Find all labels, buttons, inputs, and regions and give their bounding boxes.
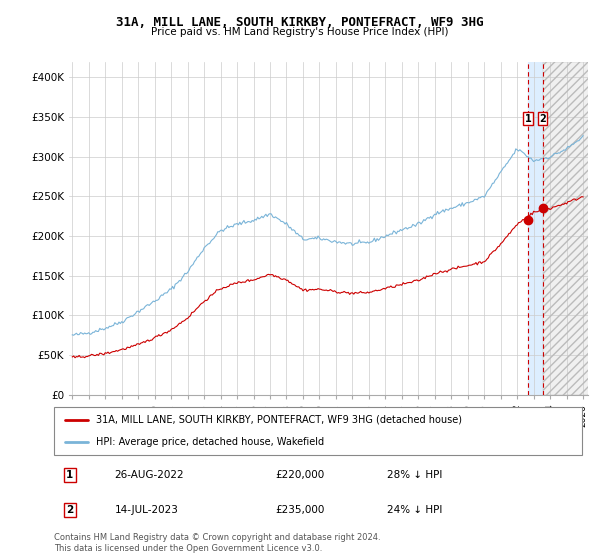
Text: 31A, MILL LANE, SOUTH KIRKBY, PONTEFRACT, WF9 3HG: 31A, MILL LANE, SOUTH KIRKBY, PONTEFRACT… bbox=[116, 16, 484, 29]
Bar bbox=[542, 62, 591, 395]
Bar bbox=[542, 62, 591, 395]
Text: HPI: Average price, detached house, Wakefield: HPI: Average price, detached house, Wake… bbox=[96, 437, 325, 447]
Text: 2: 2 bbox=[539, 114, 546, 124]
Text: 26-AUG-2022: 26-AUG-2022 bbox=[115, 470, 184, 479]
Text: 14-JUL-2023: 14-JUL-2023 bbox=[115, 505, 179, 515]
Text: £235,000: £235,000 bbox=[276, 505, 325, 515]
Text: Price paid vs. HM Land Registry's House Price Index (HPI): Price paid vs. HM Land Registry's House … bbox=[151, 27, 449, 37]
Text: 2: 2 bbox=[66, 505, 73, 515]
Text: 1: 1 bbox=[66, 470, 73, 479]
Bar bbox=[528, 62, 542, 395]
Text: 1: 1 bbox=[524, 114, 531, 124]
Text: £220,000: £220,000 bbox=[276, 470, 325, 479]
Text: 24% ↓ HPI: 24% ↓ HPI bbox=[386, 505, 442, 515]
Text: 28% ↓ HPI: 28% ↓ HPI bbox=[386, 470, 442, 479]
Text: 31A, MILL LANE, SOUTH KIRKBY, PONTEFRACT, WF9 3HG (detached house): 31A, MILL LANE, SOUTH KIRKBY, PONTEFRACT… bbox=[96, 415, 462, 425]
Text: Contains HM Land Registry data © Crown copyright and database right 2024.
This d: Contains HM Land Registry data © Crown c… bbox=[54, 533, 380, 553]
